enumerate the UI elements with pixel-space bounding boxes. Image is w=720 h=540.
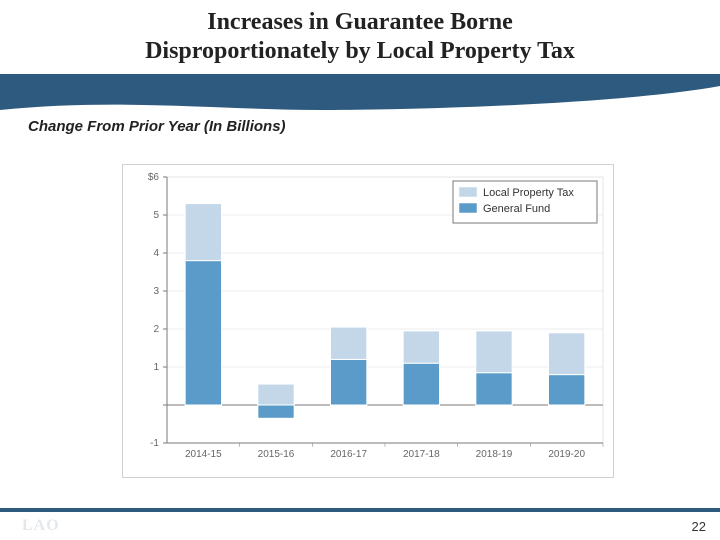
bar-general-fund bbox=[258, 405, 294, 418]
bar-local-property-tax bbox=[403, 331, 439, 363]
title-line-1: Increases in Guarantee Borne bbox=[207, 9, 513, 35]
svg-text:5: 5 bbox=[153, 210, 159, 221]
x-tick-label: 2017-18 bbox=[403, 449, 440, 460]
bar-local-property-tax bbox=[258, 384, 294, 405]
slide-title: Increases in Guarantee Borne Disproporti… bbox=[0, 0, 720, 70]
svg-text:3: 3 bbox=[153, 286, 159, 297]
x-tick-label: 2014-15 bbox=[185, 449, 222, 460]
footer-band: LAO 22 bbox=[0, 508, 720, 540]
chart-container: -1 1 2 3 4 5 $6 2014-15 2015-16 2016-17 2017-18 201… bbox=[122, 164, 614, 478]
bar-local-property-tax bbox=[331, 327, 367, 359]
svg-text:$6: $6 bbox=[148, 172, 160, 183]
bar-general-fund bbox=[185, 261, 221, 405]
decorative-ribbon bbox=[0, 74, 720, 110]
bar-local-property-tax bbox=[549, 333, 585, 375]
svg-text:-1: -1 bbox=[150, 438, 159, 449]
legend-label: General Fund bbox=[483, 203, 550, 215]
lao-logo: LAO bbox=[22, 517, 60, 535]
bar-local-property-tax bbox=[185, 204, 221, 261]
svg-text:4: 4 bbox=[153, 248, 159, 259]
bar-general-fund bbox=[476, 373, 512, 405]
x-tick-label: 2015-16 bbox=[258, 449, 295, 460]
svg-text:1: 1 bbox=[153, 362, 159, 373]
legend-swatch bbox=[459, 203, 477, 213]
x-tick-label: 2016-17 bbox=[330, 449, 367, 460]
bar-general-fund bbox=[331, 359, 367, 405]
legend-swatch bbox=[459, 187, 477, 197]
bar-general-fund bbox=[549, 375, 585, 405]
x-tick-label: 2019-20 bbox=[548, 449, 585, 460]
bar-local-property-tax bbox=[476, 331, 512, 373]
page-number: 22 bbox=[692, 519, 706, 534]
bar-general-fund bbox=[403, 363, 439, 405]
svg-text:2: 2 bbox=[153, 324, 159, 335]
chart-subtitle: Change From Prior Year (In Billions) bbox=[0, 110, 720, 135]
x-tick-label: 2018-19 bbox=[476, 449, 513, 460]
stacked-bar-chart: -1 1 2 3 4 5 $6 2014-15 2015-16 2016-17 2017-18 201… bbox=[123, 165, 615, 479]
legend-label: Local Property Tax bbox=[483, 187, 574, 199]
title-line-2: Disproportionately by Local Property Tax bbox=[145, 38, 575, 64]
